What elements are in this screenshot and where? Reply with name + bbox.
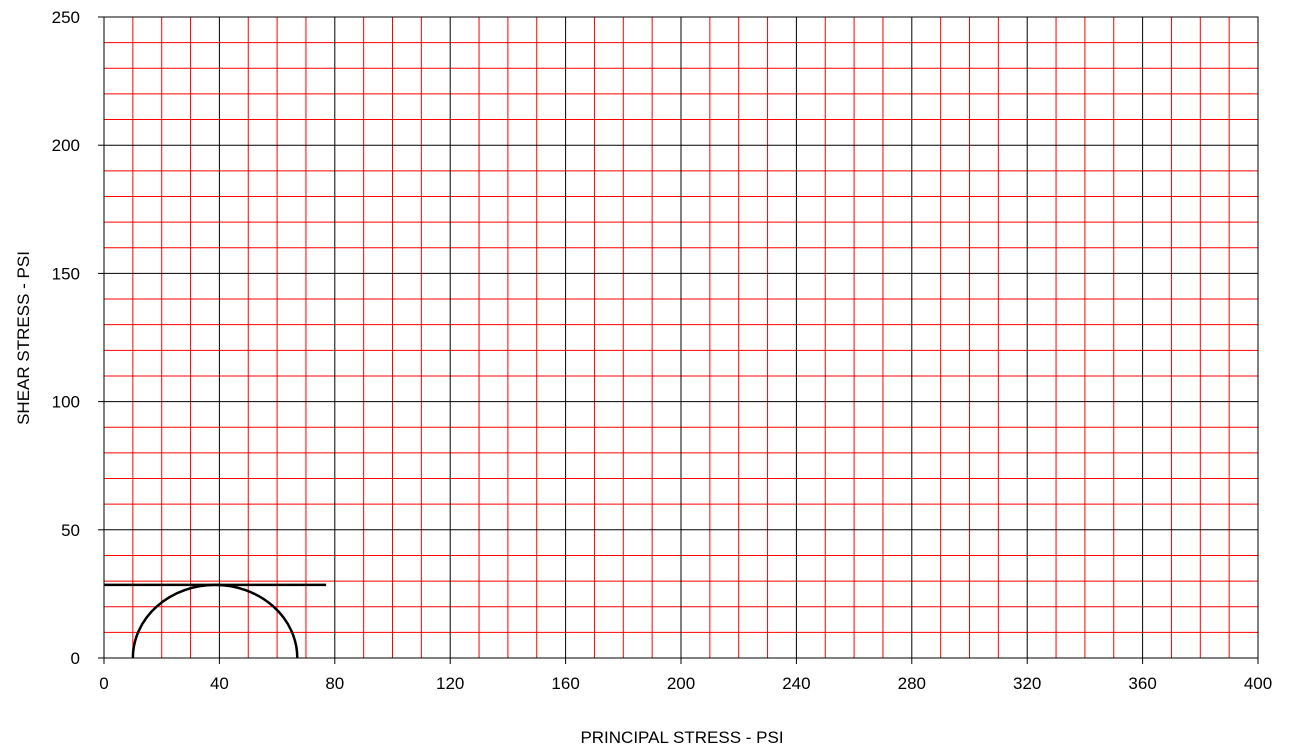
y-tick-label: 100 (52, 393, 80, 412)
x-tick-label: 120 (436, 674, 464, 693)
y-axis-ticks: 0 50 100 150 200 250 (52, 8, 104, 668)
minor-grid (104, 17, 1258, 658)
y-tick-label: 250 (52, 8, 80, 27)
x-tick-label: 280 (898, 674, 926, 693)
x-axis-ticks: 0 40 80 120 160 200 240 280 320 360 400 (99, 658, 1272, 693)
y-axis-title: SHEAR STRESS - PSI (14, 251, 33, 425)
x-tick-label: 40 (210, 674, 229, 693)
y-tick-label: 150 (52, 264, 80, 283)
x-tick-label: 400 (1244, 674, 1272, 693)
x-tick-label: 80 (325, 674, 344, 693)
x-tick-label: 240 (782, 674, 810, 693)
major-grid (104, 17, 1258, 658)
x-axis-title: PRINCIPAL STRESS - PSI (580, 728, 783, 747)
series-layer (104, 583, 327, 659)
x-tick-label: 200 (667, 674, 695, 693)
y-tick-label: 50 (61, 521, 80, 540)
x-tick-label: 160 (551, 674, 579, 693)
y-tick-label: 200 (52, 136, 80, 155)
x-tick-label: 320 (1013, 674, 1041, 693)
x-tick-label: 360 (1128, 674, 1156, 693)
mohr-circle-arc (131, 583, 299, 659)
x-tick-label: 0 (99, 674, 108, 693)
y-tick-label: 0 (71, 649, 80, 668)
